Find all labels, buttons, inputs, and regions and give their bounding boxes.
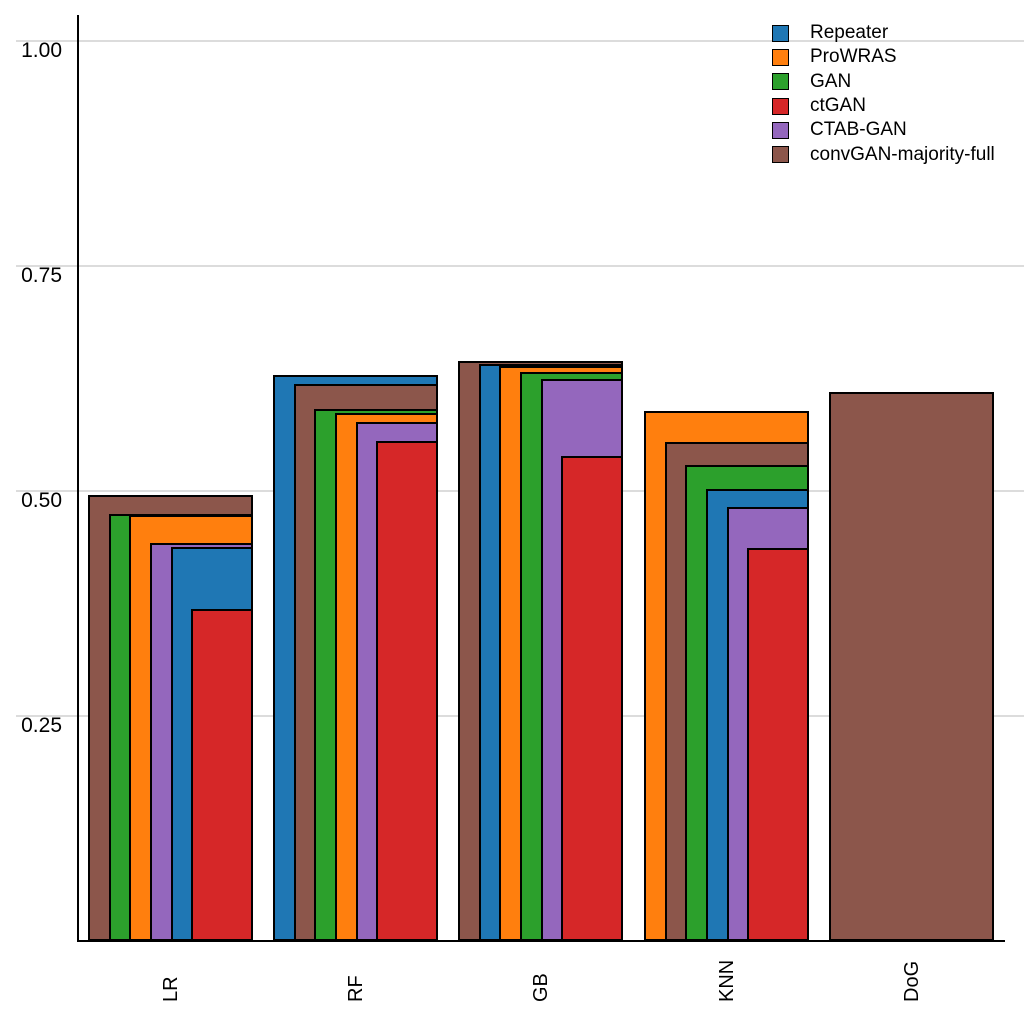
bar-KNN-ctGAN xyxy=(747,548,809,941)
legend-item-GAN: GAN xyxy=(772,70,995,94)
legend-label-ProWRAS: ProWRAS xyxy=(810,46,897,68)
x-tick-label-RF: RF xyxy=(344,975,367,1002)
legend-item-convGAN-majority-full: convGAN-majority-full xyxy=(772,142,995,166)
legend-swatch-CTAB-GAN xyxy=(772,121,789,139)
y-axis-line xyxy=(77,15,79,942)
legend-label-convGAN-majority-full: convGAN-majority-full xyxy=(810,143,995,165)
legend-label-ctGAN: ctGAN xyxy=(810,95,866,117)
bar-GB-ctGAN xyxy=(561,456,623,941)
legend-swatch-convGAN-majority-full xyxy=(772,146,789,164)
legend-label-Repeater: Repeater xyxy=(810,22,889,44)
bar-LR-ctGAN xyxy=(191,609,253,941)
legend-item-Repeater: Repeater xyxy=(772,21,995,45)
gridline-1.00 xyxy=(16,40,1024,42)
bar-RF-ctGAN xyxy=(376,441,438,941)
gridline-0.75 xyxy=(16,265,1024,267)
y-tick-label-0.25: 0.25 xyxy=(21,714,62,737)
x-tick-label-GB: GB xyxy=(529,973,552,1002)
x-tick-label-LR: LR xyxy=(159,976,182,1002)
x-tick-label-KNN: KNN xyxy=(715,959,738,1002)
legend-item-ctGAN: ctGAN xyxy=(772,94,995,118)
legend-item-CTAB-GAN: CTAB-GAN xyxy=(772,118,995,142)
legend-swatch-ctGAN xyxy=(772,97,789,115)
legend-swatch-GAN xyxy=(772,73,789,91)
x-tick-label-DoG: DoG xyxy=(900,960,923,1002)
legend: Repeater ProWRAS GAN ctGAN CTAB-GAN convGAN-m… xyxy=(772,21,995,167)
y-tick-label-0.75: 0.75 xyxy=(21,264,62,287)
y-tick-label-1.00: 1.00 xyxy=(21,39,62,62)
bar-DoG-convGAN-majority-full xyxy=(829,392,994,941)
legend-label-GAN: GAN xyxy=(810,70,852,92)
x-axis-line xyxy=(77,940,1005,942)
legend-swatch-Repeater xyxy=(772,24,789,42)
legend-swatch-ProWRAS xyxy=(772,48,789,66)
y-tick-label-0.50: 0.50 xyxy=(21,489,62,512)
legend-label-CTAB-GAN: CTAB-GAN xyxy=(810,119,907,141)
legend-item-ProWRAS: ProWRAS xyxy=(772,45,995,69)
